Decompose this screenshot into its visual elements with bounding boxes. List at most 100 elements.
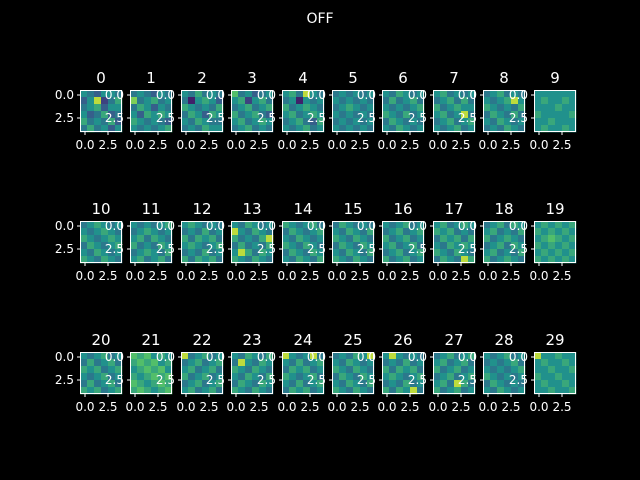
heatmap-cell bbox=[151, 235, 159, 243]
heatmap-cell bbox=[108, 359, 116, 367]
x-tick-label: 0.0 bbox=[327, 138, 346, 152]
heatmap-cell bbox=[137, 256, 145, 264]
panel-title: 0 bbox=[96, 69, 106, 87]
heatmap-cell bbox=[195, 256, 203, 264]
heatmap-cell bbox=[266, 380, 274, 388]
heatmap-cell bbox=[367, 242, 375, 250]
heatmap-cell bbox=[80, 359, 88, 367]
y-tick-label: 0.0 bbox=[357, 350, 376, 364]
heatmap-cell bbox=[511, 256, 519, 264]
heatmap-cell bbox=[497, 118, 505, 126]
heatmap-cell bbox=[367, 373, 375, 381]
heatmap-cell bbox=[382, 256, 390, 264]
heatmap-cell bbox=[310, 111, 318, 119]
heatmap-cell bbox=[346, 387, 354, 395]
heatmap-cell bbox=[289, 235, 297, 243]
heatmap-cell bbox=[534, 359, 542, 367]
y-tick-label: 0.0 bbox=[105, 350, 124, 364]
heatmap-cell bbox=[101, 111, 109, 119]
heatmap-cell bbox=[165, 111, 173, 119]
heatmap-cell bbox=[266, 125, 274, 133]
panel-title: 6 bbox=[398, 69, 408, 87]
heatmap-cell bbox=[94, 256, 102, 264]
heatmap-cell bbox=[396, 228, 404, 236]
heatmap-cell bbox=[303, 373, 311, 381]
heatmap-cell bbox=[165, 249, 173, 257]
heatmap-cell bbox=[195, 228, 203, 236]
heatmap-cell bbox=[440, 111, 448, 119]
heatmap-cell bbox=[490, 118, 498, 126]
heatmap-cell bbox=[130, 373, 138, 381]
heatmap-cell bbox=[360, 104, 368, 112]
heatmap-cell bbox=[534, 235, 542, 243]
x-tick-label: 0.0 bbox=[327, 400, 346, 414]
heatmap-cell bbox=[346, 111, 354, 119]
heatmap-cell bbox=[541, 249, 549, 257]
heatmap-cell bbox=[483, 97, 491, 105]
heatmap-cell bbox=[353, 111, 361, 119]
heatmap-cell bbox=[534, 228, 542, 236]
heatmap-cell bbox=[440, 118, 448, 126]
y-tick-label: 0.0 bbox=[156, 88, 175, 102]
heatmap-cell bbox=[440, 359, 448, 367]
heatmap-cell bbox=[282, 249, 290, 257]
heatmap-cell bbox=[389, 228, 397, 236]
panel-title: 1 bbox=[146, 69, 156, 87]
heatmap-cell bbox=[266, 373, 274, 381]
x-tick-label: 2.5 bbox=[199, 269, 218, 283]
heatmap-cell bbox=[115, 242, 123, 250]
heatmap-cell bbox=[87, 380, 95, 388]
heatmap-cell bbox=[130, 118, 138, 126]
heatmap-cell bbox=[353, 118, 361, 126]
heatmap-cell bbox=[303, 111, 311, 119]
heatmap-cell bbox=[534, 256, 542, 264]
heatmap-cell bbox=[454, 366, 462, 374]
heatmap-cell bbox=[511, 387, 519, 395]
heatmap-cell bbox=[389, 366, 397, 374]
heatmap-cell bbox=[252, 359, 260, 367]
heatmap-cell bbox=[216, 373, 224, 381]
y-tick-label: 2.5 bbox=[357, 111, 376, 125]
heatmap-cell bbox=[130, 380, 138, 388]
heatmap-cell bbox=[209, 387, 217, 395]
heatmap-cell bbox=[569, 228, 577, 236]
heatmap-cell bbox=[245, 249, 253, 257]
heatmap-cell bbox=[569, 256, 577, 264]
heatmap-cell bbox=[209, 97, 217, 105]
heatmap-cell bbox=[332, 366, 340, 374]
heatmap-cell bbox=[181, 228, 189, 236]
heatmap-cell bbox=[353, 249, 361, 257]
heatmap-cell bbox=[518, 352, 526, 360]
heatmap-cell bbox=[339, 97, 347, 105]
heatmap-cell bbox=[181, 373, 189, 381]
heatmap-cell bbox=[282, 111, 290, 119]
heatmap-cell bbox=[518, 111, 526, 119]
heatmap-cell bbox=[403, 256, 411, 264]
heatmap-cell bbox=[468, 97, 476, 105]
heatmap-cell bbox=[504, 359, 512, 367]
y-tick-label: 0.0 bbox=[307, 350, 326, 364]
heatmap-cell bbox=[209, 249, 217, 257]
heatmap-cell bbox=[504, 221, 512, 229]
heatmap-cell bbox=[144, 373, 152, 381]
x-tick-label: 0.0 bbox=[176, 269, 195, 283]
heatmap-cell bbox=[231, 118, 239, 126]
heatmap-cell bbox=[497, 125, 505, 133]
panel-14: 140.02.50.0 2.5 bbox=[257, 200, 325, 283]
heatmap-cell bbox=[245, 352, 253, 360]
heatmap-cell bbox=[410, 235, 418, 243]
y-tick-label: 2.5 bbox=[105, 111, 124, 125]
heatmap-cell bbox=[396, 366, 404, 374]
heatmap-cell bbox=[310, 249, 318, 257]
heatmap-cell bbox=[433, 359, 441, 367]
heatmap-cell bbox=[360, 118, 368, 126]
heatmap-cell bbox=[440, 90, 448, 98]
heatmap-cell bbox=[490, 366, 498, 374]
heatmap-cell bbox=[541, 242, 549, 250]
heatmap-cell bbox=[209, 373, 217, 381]
heatmap-cell bbox=[259, 359, 267, 367]
heatmap-cell bbox=[245, 228, 253, 236]
heatmap-cell bbox=[115, 359, 123, 367]
heatmap-cell bbox=[130, 104, 138, 112]
heatmap-cell bbox=[332, 242, 340, 250]
